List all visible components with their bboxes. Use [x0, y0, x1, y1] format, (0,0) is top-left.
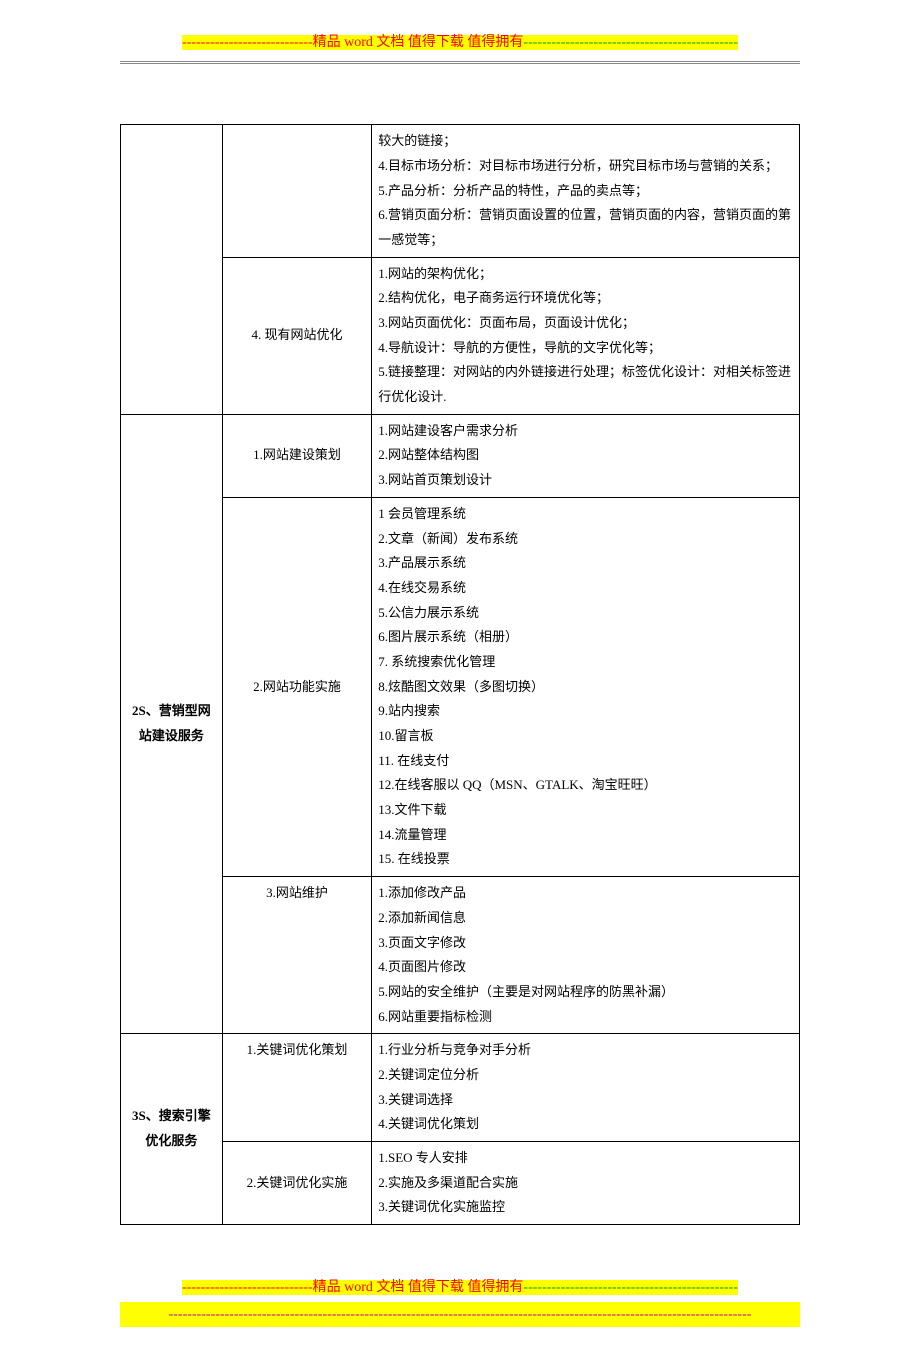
dash-right: ----------------------------------------… — [523, 35, 737, 50]
content-line: 2.网站整体结构图 — [378, 443, 793, 468]
service-content-cell: 1.添加修改产品2.添加新闻信息3.页面文字修改4.页面图片修改5.网站的安全维… — [372, 877, 800, 1034]
content-line: 3.网站页面优化：页面布局，页面设计优化； — [378, 311, 793, 336]
footer-banner-line2: ----------------------------------------… — [120, 1302, 800, 1327]
content-line: 10.留言板 — [378, 724, 793, 749]
footer-banner-text: 精品 word 文档 值得下载 值得拥有 — [313, 1280, 524, 1295]
table-row: 较大的链接；4.目标市场分析：对目标市场进行分析，研究目标市场与营销的关系；5.… — [121, 125, 800, 257]
service-item-cell: 4. 现有网站优化 — [222, 257, 371, 414]
service-category-cell: 2S、营销型网站建设服务 — [121, 414, 223, 1034]
content-line: 5.产品分析：分析产品的特性，产品的卖点等； — [378, 179, 793, 204]
table-row: 2.网站功能实施1 会员管理系统2.文章（新闻）发布系统3.产品展示系统4.在线… — [121, 497, 800, 876]
service-item-cell: 2.网站功能实施 — [222, 497, 371, 876]
content-line: 1.添加修改产品 — [378, 881, 793, 906]
dash-left: ---------------------------- — [182, 35, 313, 50]
content-line: 12.在线客服以 QQ（MSN、GTALK、淘宝旺旺） — [378, 773, 793, 798]
footer-banner: ----------------------------精品 word 文档 值… — [120, 1275, 800, 1327]
services-table-body: 较大的链接；4.目标市场分析：对目标市场进行分析，研究目标市场与营销的关系；5.… — [121, 125, 800, 1225]
table-row: 4. 现有网站优化1.网站的架构优化；2.结构优化，电子商务运行环境优化等；3.… — [121, 257, 800, 414]
content-line: 14.流量管理 — [378, 823, 793, 848]
banner-text: 精品 word 文档 值得下载 值得拥有 — [313, 35, 524, 50]
service-content-cell: 1.网站的架构优化；2.结构优化，电子商务运行环境优化等；3.网站页面优化：页面… — [372, 257, 800, 414]
content-line: 15. 在线投票 — [378, 847, 793, 872]
content-line: 5.链接整理：对网站的内外链接进行处理；标签优化设计：对相关标签进行优化设计. — [378, 360, 793, 409]
content-line: 3.关键词选择 — [378, 1088, 793, 1113]
content-line: 8.炫酷图文效果（多图切换） — [378, 675, 793, 700]
content-line: 3.页面文字修改 — [378, 931, 793, 956]
document-page: ----------------------------精品 word 文档 值… — [0, 0, 920, 1357]
content-line: 3.关键词优化实施监控 — [378, 1195, 793, 1220]
footer-dash-left: ---------------------------- — [182, 1280, 313, 1295]
service-content-cell: 1.网站建设客户需求分析2.网站整体结构图3.网站首页策划设计 — [372, 414, 800, 497]
content-line: 4.目标市场分析：对目标市场进行分析，研究目标市场与营销的关系； — [378, 154, 793, 179]
content-line: 7. 系统搜索优化管理 — [378, 650, 793, 675]
service-item-cell — [222, 125, 371, 257]
content-line: 2.关键词定位分析 — [378, 1063, 793, 1088]
content-line: 1.网站的架构优化； — [378, 262, 793, 287]
service-category-cell: 3S、搜索引擎优化服务 — [121, 1034, 223, 1225]
content-line: 11. 在线支付 — [378, 749, 793, 774]
content-line: 6.图片展示系统（相册） — [378, 625, 793, 650]
content-line: 4.导航设计：导航的方便性，导航的文字优化等； — [378, 336, 793, 361]
content-line: 5.公信力展示系统 — [378, 601, 793, 626]
service-content-cell: 较大的链接；4.目标市场分析：对目标市场进行分析，研究目标市场与营销的关系；5.… — [372, 125, 800, 257]
service-item-cell: 1.网站建设策划 — [222, 414, 371, 497]
content-line: 较大的链接； — [378, 129, 793, 154]
content-line: 2.添加新闻信息 — [378, 906, 793, 931]
header-rule — [120, 61, 800, 64]
service-content-cell: 1 会员管理系统2.文章（新闻）发布系统3.产品展示系统4.在线交易系统5.公信… — [372, 497, 800, 876]
content-line: 4.在线交易系统 — [378, 576, 793, 601]
content-line: 3.网站首页策划设计 — [378, 468, 793, 493]
content-line: 6.网站重要指标检测 — [378, 1005, 793, 1030]
content-line: 6.营销页面分析：营销页面设置的位置，营销页面的内容，营销页面的第一感觉等； — [378, 203, 793, 252]
content-line: 4.关键词优化策划 — [378, 1112, 793, 1137]
table-row: 2S、营销型网站建设服务1.网站建设策划1.网站建设客户需求分析2.网站整体结构… — [121, 414, 800, 497]
content-line: 1.行业分析与竞争对手分析 — [378, 1038, 793, 1063]
service-item-cell: 2.关键词优化实施 — [222, 1142, 371, 1225]
content-line: 4.页面图片修改 — [378, 955, 793, 980]
content-line: 2.文章（新闻）发布系统 — [378, 527, 793, 552]
content-line: 1.SEO 专人安排 — [378, 1146, 793, 1171]
table-row: 3.网站维护1.添加修改产品2.添加新闻信息3.页面文字修改4.页面图片修改5.… — [121, 877, 800, 1034]
footer-banner-line1: ----------------------------精品 word 文档 值… — [182, 1280, 738, 1295]
footer-dash-magenta: ----------------------------------------… — [169, 1307, 752, 1322]
service-item-cell: 3.网站维护 — [222, 877, 371, 1034]
header-banner: ----------------------------精品 word 文档 值… — [120, 30, 800, 55]
service-category-cell — [121, 125, 223, 415]
service-item-cell: 1.关键词优化策划 — [222, 1034, 371, 1142]
table-row: 3S、搜索引擎优化服务1.关键词优化策划1.行业分析与竞争对手分析2.关键词定位… — [121, 1034, 800, 1142]
content-line: 9.站内搜索 — [378, 699, 793, 724]
content-line: 1.网站建设客户需求分析 — [378, 419, 793, 444]
content-line: 3.产品展示系统 — [378, 551, 793, 576]
content-line: 1 会员管理系统 — [378, 502, 793, 527]
service-content-cell: 1.行业分析与竞争对手分析2.关键词定位分析3.关键词选择4.关键词优化策划 — [372, 1034, 800, 1142]
table-row: 2.关键词优化实施1.SEO 专人安排2.实施及多渠道配合实施3.关键词优化实施… — [121, 1142, 800, 1225]
footer-dash-right: ----------------------------------------… — [523, 1280, 737, 1295]
content-line: 13.文件下载 — [378, 798, 793, 823]
content-line: 2.实施及多渠道配合实施 — [378, 1171, 793, 1196]
services-table: 较大的链接；4.目标市场分析：对目标市场进行分析，研究目标市场与营销的关系；5.… — [120, 124, 800, 1225]
header-banner-highlight: ----------------------------精品 word 文档 值… — [182, 35, 738, 50]
content-line: 5.网站的安全维护（主要是对网站程序的防黑补漏） — [378, 980, 793, 1005]
content-line: 2.结构优化，电子商务运行环境优化等； — [378, 286, 793, 311]
service-content-cell: 1.SEO 专人安排2.实施及多渠道配合实施3.关键词优化实施监控 — [372, 1142, 800, 1225]
